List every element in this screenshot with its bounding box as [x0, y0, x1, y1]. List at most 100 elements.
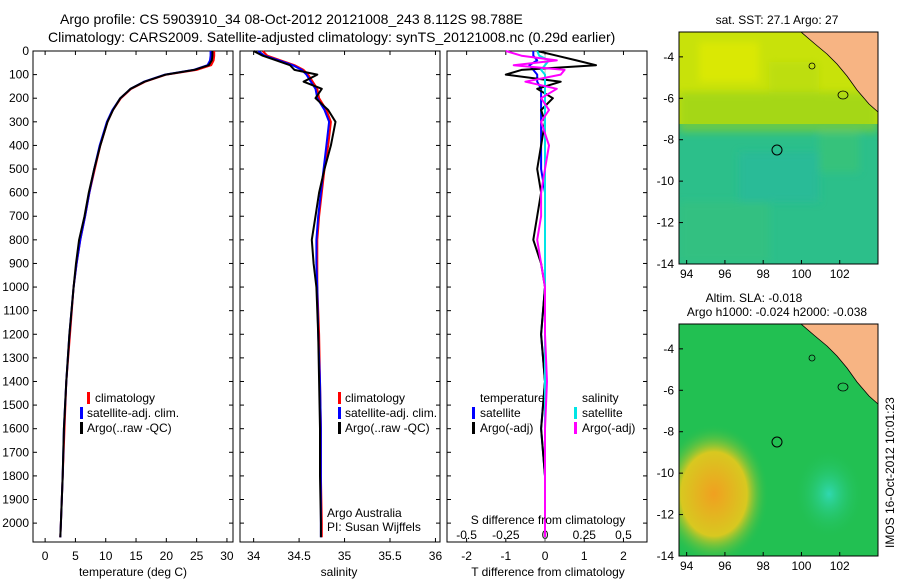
sst-map-frame: [678, 31, 879, 265]
legend-label-t-satellite: satellite: [480, 406, 521, 420]
salinity-legend-label-climatology: climatology: [345, 391, 405, 405]
y-tick-label: 900: [9, 256, 29, 270]
series-line-argo-raw-qc-: [59, 51, 214, 538]
figure-title-line2: Climatology: CARS2009. Satellite-adjuste…: [48, 29, 615, 45]
s-difference-label: S difference from climatology: [471, 513, 626, 527]
difference-legend: temperature satellite Argo(-adj) salinit…: [472, 391, 635, 435]
figure-title-line1: Argo profile: CS 5903910_34 08-Oct-2012 …: [60, 11, 523, 27]
x-tick-label: 1: [581, 549, 588, 563]
sla-cool-anomaly: [794, 449, 864, 539]
map-x-tick-label: 98: [757, 267, 771, 281]
sst-land: [800, 32, 878, 113]
temperature-xlabel: temperature (deg C): [79, 565, 187, 579]
sla-map-field: [679, 324, 878, 556]
sla-map-frame: [678, 323, 879, 557]
map-y-tick-label: -6: [663, 383, 674, 397]
map-y-tick-label: -12: [657, 216, 675, 230]
map-y-tick-label: -10: [657, 466, 675, 480]
x-tick-label: 34.5: [287, 549, 311, 563]
sla-map-subtitle: Argo h1000: -0.024 h2000: -0.038: [687, 305, 867, 319]
sst-island-2: [808, 62, 816, 70]
legend-swatch-t-argo: [472, 422, 475, 434]
y-tick-label: 100: [9, 68, 29, 82]
map-x-tick-label: 100: [791, 559, 811, 573]
temperature-ticks: 0100200300400500600700800900100011001200…: [2, 44, 234, 563]
difference-plot-frame: [446, 50, 648, 543]
legend-swatch-t-satellite: [472, 407, 475, 419]
salinity-legend-label-satellite: satellite-adj. clim.: [345, 406, 437, 420]
y-tick-label: 1600: [2, 422, 29, 436]
sla-island-1: [837, 382, 849, 392]
sst-map: sat. SST: 27.1 Argo: 27 94 96 98 100 102 -4 -6…: [657, 13, 879, 281]
y-tick-label: 0: [22, 44, 29, 58]
sla-map-ticks: 94 96 98 100 102 -4 -6 -8 -10 -12 -14: [657, 342, 850, 573]
y-tick-label: 200: [9, 91, 29, 105]
legend-label-s-argo: Argo(-adj): [582, 421, 635, 435]
map-x-tick-label: 100: [791, 267, 811, 281]
x-tick-label: 0: [42, 549, 49, 563]
y-tick-label: 600: [9, 186, 29, 200]
difference-series: [504, 50, 597, 538]
legend-label-climatology: climatology: [95, 391, 155, 405]
argo-australia-label: Argo Australia: [327, 506, 402, 520]
y-tick-label: 1000: [2, 280, 29, 294]
temperature-panel: 0100200300400500600700800900100011001200…: [2, 44, 234, 579]
map-y-tick-label: -4: [663, 342, 674, 356]
map-x-tick-label: 96: [718, 267, 732, 281]
salinity-legend-swatch-climatology: [338, 392, 341, 404]
y-tick-label: 2000: [2, 516, 29, 530]
x-tick-label: 5: [72, 549, 79, 563]
s-tick-label: 0.5: [615, 528, 632, 542]
y-tick-label: 400: [9, 138, 29, 152]
map-y-tick-label: -8: [663, 425, 674, 439]
s-tick-label: -0.25: [492, 528, 520, 542]
sla-warm-anomaly: [679, 424, 769, 556]
temperature-legend: climatology satellite-adj. clim. Argo(..…: [80, 391, 179, 435]
y-tick-label: 1700: [2, 445, 29, 459]
sla-argo-marker: [771, 436, 783, 448]
legend-swatch-climatology: [87, 392, 90, 404]
temperature-plot-frame: [32, 50, 234, 543]
y-tick-label: 1900: [2, 493, 29, 507]
legend-swatch-s-satellite: [574, 407, 577, 419]
map-y-tick-label: -12: [657, 508, 675, 522]
legend-swatch-satellite: [80, 407, 83, 419]
x-tick-label: 34: [247, 549, 261, 563]
x-tick-label: 35.5: [378, 549, 402, 563]
y-tick-label: 300: [9, 115, 29, 129]
salinity-panel: 34 34.5 35 35.5 36 climatology satellite-adj…: [239, 50, 443, 579]
legend-label-t-argo: Argo(-adj): [480, 421, 533, 435]
legend-salinity-header: salinity: [582, 391, 619, 405]
x-tick-label: 36: [429, 549, 443, 563]
sst-map-field: [679, 32, 878, 264]
y-tick-label: 800: [9, 233, 29, 247]
salinity-legend-swatch-argo: [338, 422, 341, 434]
x-tick-label: -2: [461, 549, 472, 563]
x-tick-label: 0: [542, 549, 549, 563]
series-line-argo-raw-qc-: [253, 50, 337, 538]
salinity-legend-label-argo: Argo(..raw -QC): [345, 421, 430, 435]
sst-map-ticks: 94 96 98 100 102 -4 -6 -8 -10 -12 -14: [657, 50, 850, 281]
y-tick-label: 1300: [2, 351, 29, 365]
y-tick-label: 1100: [3, 304, 29, 318]
salinity-plot-frame: [239, 50, 441, 543]
y-tick-label: 1800: [2, 469, 29, 483]
legend-label-satellite: satellite-adj. clim.: [87, 406, 179, 420]
x-tick-label: 25: [190, 549, 204, 563]
x-tick-label: 20: [160, 549, 174, 563]
legend-label-argo: Argo(..raw -QC): [87, 421, 172, 435]
salinity-series: [253, 50, 337, 538]
sla-island-2: [808, 354, 816, 362]
sla-land: [800, 324, 878, 405]
temperature-series: [59, 51, 216, 538]
map-x-tick-label: 102: [830, 559, 850, 573]
t-difference-xlabel: T difference from climatology: [471, 565, 625, 579]
map-y-tick-label: -4: [663, 50, 674, 64]
pi-label: PI: Susan Wijffels: [327, 520, 421, 534]
y-tick-label: 700: [9, 209, 29, 223]
map-x-tick-label: 102: [830, 267, 850, 281]
sst-texture: [679, 42, 878, 262]
sst-map-title: sat. SST: 27.1 Argo: 27: [716, 13, 839, 27]
salinity-xlabel: salinity: [321, 565, 358, 579]
